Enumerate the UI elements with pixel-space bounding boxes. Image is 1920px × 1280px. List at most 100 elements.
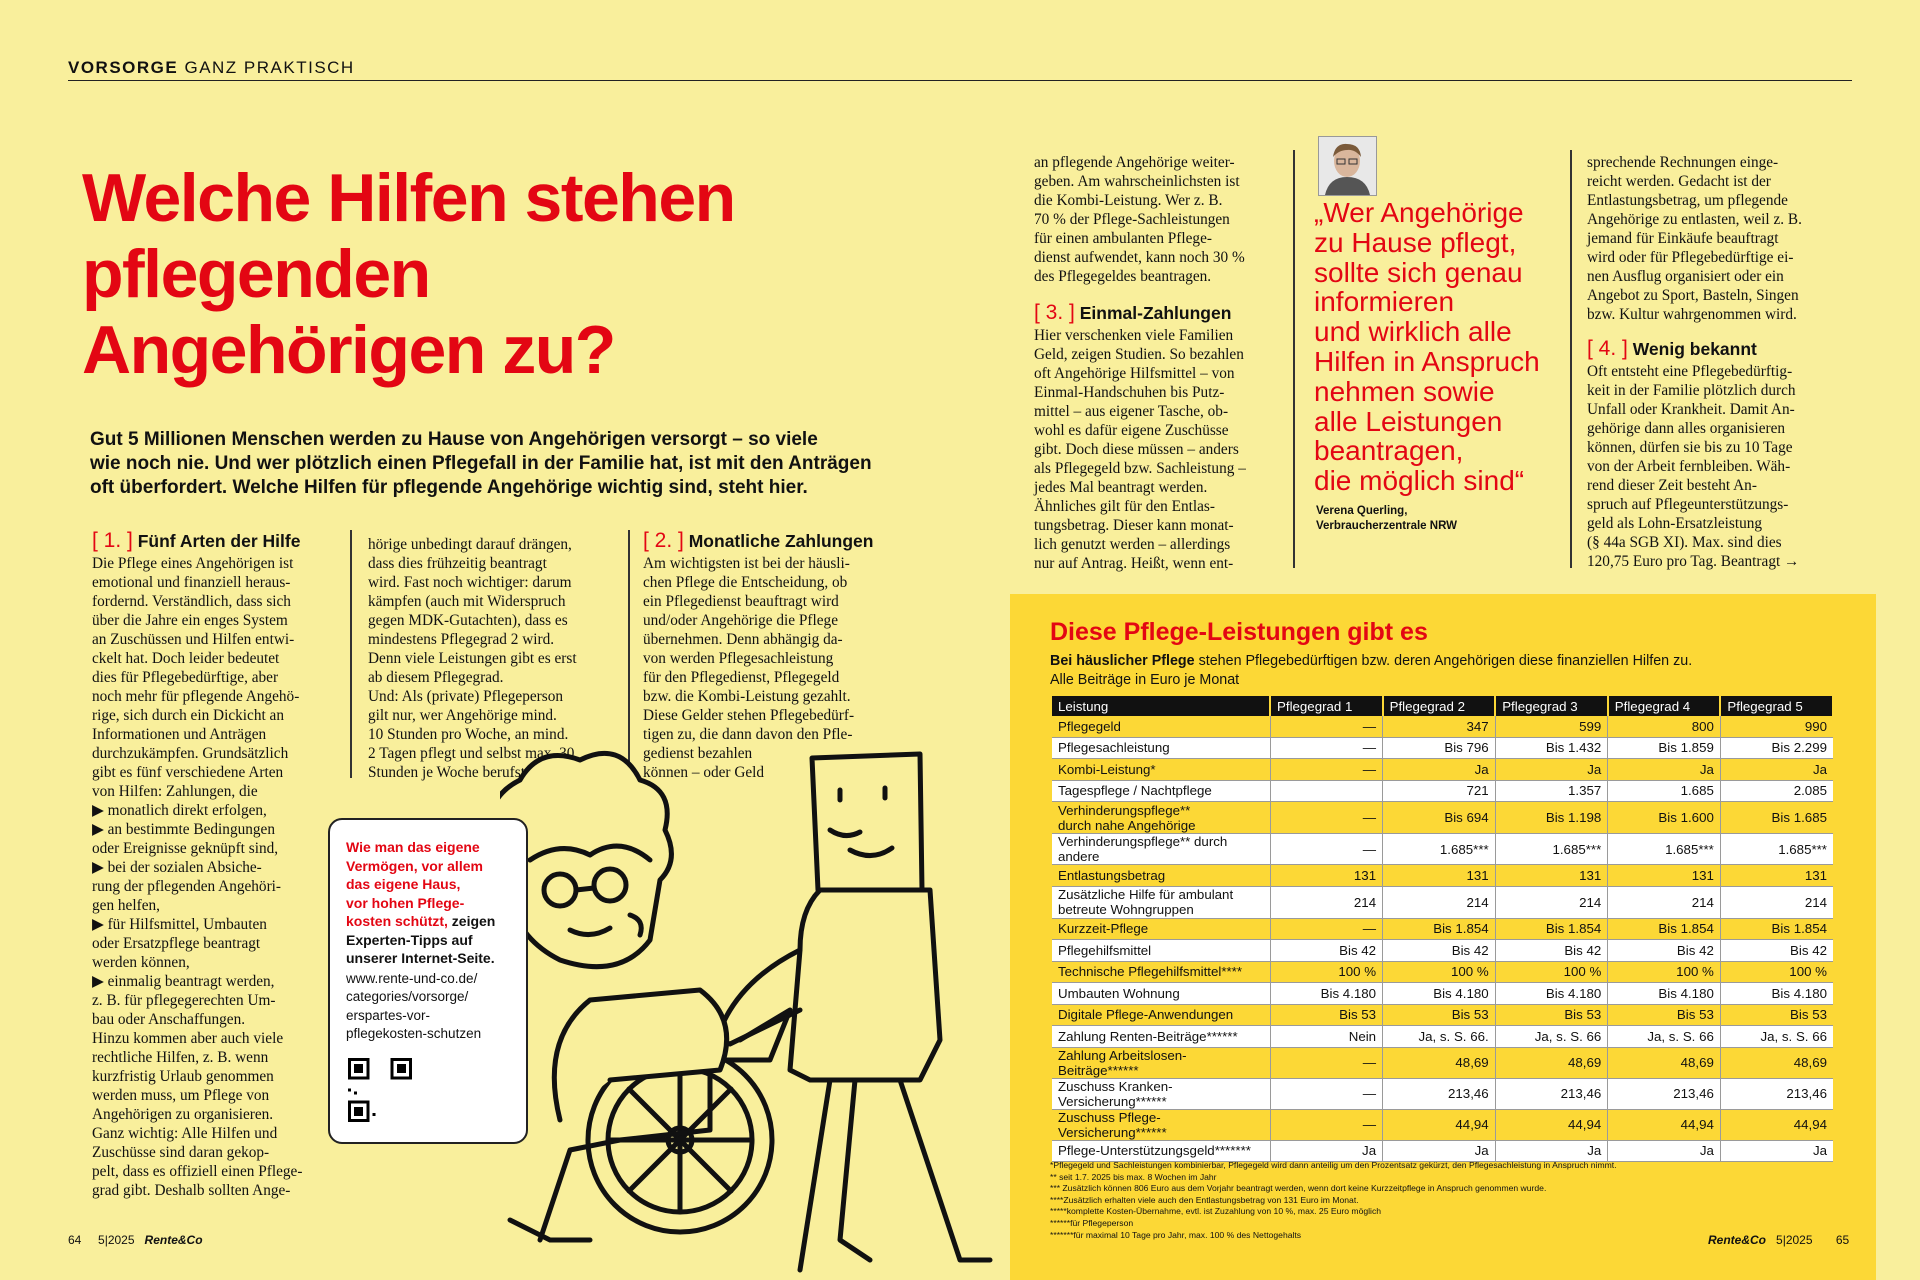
text-line: nehmen sowie bbox=[1314, 375, 1495, 407]
section-title: Wenig bekannt bbox=[1632, 339, 1757, 359]
text-line: chen Pflege die Entscheidung, ob bbox=[643, 574, 848, 591]
table-cell: — bbox=[1269, 1109, 1383, 1141]
table-cell: 44,94 bbox=[1719, 1109, 1833, 1141]
text-line: mittel – aus eigener Tasche, ob- bbox=[1034, 403, 1229, 420]
text-line: kosten schützt, zeigen bbox=[346, 913, 496, 929]
table-cell: Ja bbox=[1494, 758, 1608, 781]
text-line: vor hohen Pflege- bbox=[346, 894, 465, 911]
text-line: für einen ambulanten Pflege- bbox=[1034, 230, 1212, 247]
text-line: durchzukämpfen. Grundsätzlich bbox=[92, 745, 289, 762]
info-red-text: Wie man das eigene Vermögen, vor allem das… bbox=[346, 838, 510, 931]
table-cell: Ja bbox=[1269, 1140, 1383, 1162]
section-number: [ 2. ] bbox=[643, 529, 684, 552]
table-cell: Ja bbox=[1382, 758, 1496, 781]
table-cell: 214 bbox=[1382, 886, 1496, 919]
row-label: Tagespflege / Nachtpflege bbox=[1052, 780, 1270, 802]
quote-author: Verena Querling, bbox=[1316, 505, 1408, 517]
text-line: keit in der Familie plötzlich durch bbox=[1587, 382, 1796, 399]
text-line: Angebot zu Sport, Basteln, Singen bbox=[1587, 287, 1799, 304]
table-row: Zusätzliche Hilfe für ambulant betreute W… bbox=[1052, 886, 1833, 919]
text-line: 70 % der Pflege-Sachleistungen bbox=[1034, 211, 1230, 228]
text-line: ▶ für Hilfsmittel, Umbauten bbox=[92, 916, 267, 933]
row-label: Pflege-Unterstützungsgeld******* bbox=[1052, 1140, 1270, 1162]
text-line: Ganz wichtig: Alle Hilfen und bbox=[92, 1125, 278, 1142]
text-line: gehörige dann alles organisieren bbox=[1587, 420, 1786, 437]
table-row: Zuschuss Kranken-Versicherung****** —213,… bbox=[1052, 1078, 1833, 1110]
lead-line: wie noch nie. Und wer plötzlich einen Pf… bbox=[90, 453, 872, 474]
text-line: kurzfristig Urlaub genommen bbox=[92, 1068, 274, 1085]
column-2-text: hörige unbedingt darauf drängen, dass die… bbox=[368, 535, 618, 782]
text-line: Hilfen in Anspruch bbox=[1314, 345, 1540, 377]
table-cell: Bis 796 bbox=[1382, 737, 1496, 759]
text-line: Oft entsteht eine Pflegebedürftig- bbox=[1587, 363, 1793, 380]
text-line: Unfall oder Krankheit. Damit An- bbox=[1587, 401, 1795, 418]
table-row: Zahlung Renten-Beiträge****** Nein Ja, s. … bbox=[1052, 1025, 1833, 1048]
text-line: von Hilfen: Zahlungen, die bbox=[92, 783, 258, 800]
table-row: Zuschuss Pflege-Versicherung****** —44,94… bbox=[1052, 1109, 1833, 1141]
header-rest: GANZ PRAKTISCH bbox=[178, 58, 355, 77]
quote-source: Verena Querling, Verbraucherzentrale NRW bbox=[1316, 504, 1457, 534]
table-cell: 214 bbox=[1269, 886, 1383, 919]
table-cell: Ja, s. S. 66. bbox=[1382, 1025, 1496, 1048]
section-2-heading: [ 2. ] Monatliche Zahlungen bbox=[643, 530, 873, 552]
table-cell: 800 bbox=[1607, 716, 1721, 738]
text-line: Informationen und Anträgen bbox=[92, 726, 267, 743]
lead-paragraph: Gut 5 Millionen Menschen werden zu Hause… bbox=[90, 428, 880, 500]
pull-quote: „Wer Angehörige zu Hause pflegt, sollte si… bbox=[1314, 198, 1584, 496]
table-row: Pflegegeld —347 599 800 990 bbox=[1052, 716, 1833, 738]
text-line: mindestens Pflegegrad 2 wird. bbox=[368, 631, 555, 648]
table-subtitle: Bei häuslicher Pflege stehen Pflegebedür… bbox=[1050, 652, 1870, 690]
text-line: Angehörige zu entlasten, weil z. B. bbox=[1587, 211, 1802, 228]
text-line: dienst aufwendet, kann noch 30 % bbox=[1034, 249, 1245, 266]
table-cell: 347 bbox=[1382, 716, 1496, 738]
table-cell: 100 % bbox=[1382, 961, 1496, 983]
info-url-link[interactable]: www.rente-und-co.de/categories/vorsorge/… bbox=[346, 970, 510, 1044]
column-4-text-b: Hier verschenken viele Familien Geld, zei… bbox=[1034, 326, 1294, 573]
section-title: Monatliche Zahlungen bbox=[688, 531, 874, 551]
page-number: 65 bbox=[1835, 1233, 1850, 1247]
text-line: können, dürfen sie bis zu 10 Tage bbox=[1587, 439, 1793, 456]
row-label: Pflegehilfsmittel bbox=[1052, 939, 1270, 962]
table-cell: 131 bbox=[1607, 864, 1721, 887]
table-cell: Ja bbox=[1494, 1140, 1608, 1162]
row-label: Zuschuss Kranken-Versicherung****** bbox=[1052, 1078, 1270, 1110]
table-cell: Bis 53 bbox=[1719, 1004, 1833, 1026]
table-cell: 214 bbox=[1719, 886, 1833, 919]
text-line: wohl es dafür eigene Zuschüsse bbox=[1034, 422, 1229, 439]
text-line: bzw. Kultur wahrgenommen wird. bbox=[1587, 306, 1797, 323]
column-rule bbox=[1293, 150, 1295, 568]
text-line: Hier verschenken viele Familien bbox=[1034, 327, 1234, 344]
table-cell: 2.085 bbox=[1719, 780, 1833, 802]
caregiver-wheelchair-illustration bbox=[500, 750, 993, 1273]
text-line-tail: zeigen bbox=[447, 913, 496, 929]
text-line: grad gibt. Deshalb sollten Ange- bbox=[92, 1182, 291, 1199]
table-cell: Bis 694 bbox=[1382, 801, 1496, 834]
table-row: Verhinderungspflege** durch nahe Angehöri… bbox=[1052, 801, 1833, 834]
text-line: fordernd. Verständlich, dass sich bbox=[92, 593, 291, 610]
text-line: tigen zu, die dann davon den Pfle- bbox=[643, 726, 853, 743]
subtitle-bold: Bei häuslicher Pflege bbox=[1050, 653, 1195, 669]
text-line: nen Ausflug organisiert oder ein bbox=[1587, 268, 1784, 285]
section-4-heading: [ 4. ] Wenig bekannt bbox=[1587, 338, 1757, 360]
text-line: ▶ monatlich direkt erfolgen, bbox=[92, 802, 267, 819]
text-line: ▶ einmalig beantragt werden, bbox=[92, 973, 275, 990]
text-line: sprechende Rechnungen einge- bbox=[1587, 154, 1779, 171]
table-header-row: Leistung Pflegegrad 1 Pflegegrad 2 Pflegegr… bbox=[1052, 696, 1834, 716]
table-cell: Bis 1.685 bbox=[1719, 801, 1833, 834]
section-number: [ 1. ] bbox=[92, 529, 133, 552]
table-cell: Bis 53 bbox=[1607, 1004, 1721, 1026]
text-line: 2 Tagen pflegt und selbst max. 30 bbox=[368, 745, 575, 762]
table-cell: 44,94 bbox=[1382, 1109, 1496, 1141]
text-line: ** seit 1.7. 2025 bis max. 8 Wochen im J… bbox=[1050, 1171, 1217, 1182]
table-cell: 1.357 bbox=[1494, 780, 1608, 802]
issue-number: 5|2025 bbox=[1776, 1233, 1813, 1247]
section-number: [ 4. ] bbox=[1587, 337, 1628, 360]
table-cell: Bis 1.854 bbox=[1719, 918, 1833, 940]
text-line: und/oder Angehörige die Pflege bbox=[643, 612, 838, 629]
brand-logo: Rente&Co bbox=[144, 1233, 203, 1247]
table-cell: — bbox=[1269, 758, 1383, 781]
table-cell: Bis 4.180 bbox=[1719, 982, 1833, 1005]
qr-code-icon[interactable] bbox=[348, 1058, 412, 1122]
table-cell: Bis 53 bbox=[1494, 1004, 1608, 1026]
table-header-cell: Pflegegrad 3 bbox=[1495, 696, 1609, 716]
